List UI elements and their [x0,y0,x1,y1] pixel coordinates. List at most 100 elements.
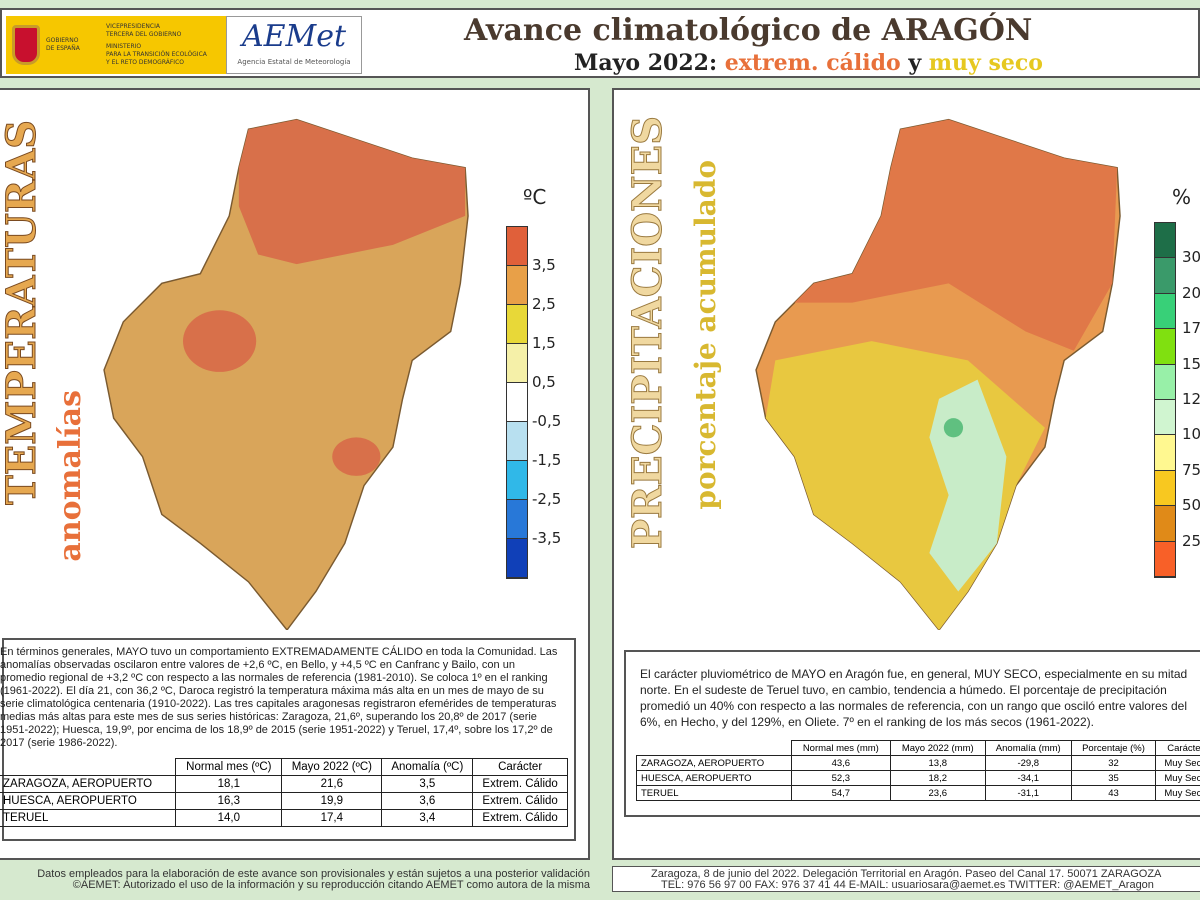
precip-table: Normal mes (mm) Mayo 2022 (mm) Anomalía (m… [636,740,1200,801]
legend-label: 3,5 [532,256,556,274]
subtitle-and: y [908,50,922,76]
gov-line: GOBIERNO [46,37,79,44]
ministry-line: Y EL RETO DEMOGRÁFICO [106,59,184,66]
legend-label: 25 [1182,531,1200,550]
precip-text-box: El carácter pluviométrico de MAYO en Ara… [624,650,1200,817]
footer-right: Zaragoza, 8 de junio del 2022. Delegació… [612,866,1200,892]
table-row: ZARAGOZA, AEROPUERTO 43,6 13,8 -29,8 32 Muy S… [636,755,1200,771]
station-name: ZARAGOZA, AEROPUERTO [0,775,177,793]
column-header: Normal mes (mm) [790,740,892,756]
precip-description: El carácter pluviométrico de MAYO en Ara… [640,667,1188,729]
aemet-logo-text: AEMet [241,19,347,54]
legend-label: 2,5 [532,295,556,313]
page-subtitle: Mayo 2022: extrem. cálido y muy seco [574,50,1043,76]
legend-swatch [507,383,527,422]
temp-table: Normal mes (ºC) Mayo 2022 (ºC) Anomalía (º… [0,758,568,827]
legend-label: 200 [1182,283,1200,302]
legend-swatch [1155,329,1175,365]
government-logo: GOBIERNO DE ESPAÑA VICEPRESIDENCIA TERCERA… [6,16,226,74]
table-cell: 43,6 [790,755,892,771]
subtitle-precip: muy seco [928,50,1043,76]
temperature-panel: TEMPERATURAS anomalías ºC 3,5 2,5 1,5 0,5 -0… [0,88,590,860]
header: GOBIERNO DE ESPAÑA VICEPRESIDENCIA TERCERA… [0,8,1200,78]
column-header: Carácter [1155,740,1200,756]
legend-swatch [1155,364,1175,400]
column-header: Carácter [472,758,568,776]
footer-disclaimer: Datos empleados para la elaboración de e… [37,868,590,880]
ministry-line: VICEPRESIDENCIA [106,23,160,30]
legend-label: 50 [1182,496,1200,515]
legend-swatch [507,266,527,305]
ministry-line: TERCERA DEL GOBIERNO [106,31,182,38]
table-cell: 54,7 [790,785,892,801]
table-cell: 23,6 [890,785,986,801]
legend-label: -1,5 [532,451,562,469]
precipitation-map [755,118,1121,630]
table-cell: 52,3 [790,770,892,786]
page-title: Avance climatológico de ARAGÓN [464,13,1033,48]
legend-swatch [1155,258,1175,294]
table-row: ZARAGOZA, AEROPUERTO 18,1 21,6 3,5 Extrem. C… [0,775,568,793]
legend-swatch [1155,541,1175,577]
column-header: Anomalía (ºC) [381,758,474,776]
legend-label: 100 [1182,425,1200,444]
table-cell: 17,4 [281,809,383,827]
coat-of-arms-icon [12,25,40,65]
temp-vertical-title: TEMPERATURAS [0,120,46,506]
aemet-logo: AEMet Agencia Estatal de Meteorología [226,16,362,74]
temp-description: En términos generales, MAYO tuvo un comp… [0,646,558,749]
precip-vertical-title: PRECIPITACIONES [624,116,672,550]
footer-left: Datos empleados para la elaboración de e… [0,869,590,891]
legend-swatch [1155,293,1175,330]
temperature-map [103,118,469,630]
station-name: HUESCA, AEROPUERTO [636,770,792,786]
table-cell: 3,4 [381,809,474,827]
legend-label: 125 [1182,390,1200,408]
legend-label: 150 [1182,354,1200,373]
legend-swatch [507,461,527,500]
legend-swatch [1155,470,1175,507]
table-cell: 19,9 [281,792,383,810]
station-name: TERUEL [636,785,792,801]
legend-swatch [507,539,527,578]
table-row: HUESCA, AEROPUERTO 16,3 19,9 3,6 Extrem. Cál… [0,792,568,810]
table-cell: 18,1 [175,775,283,793]
precip-legend [1154,222,1176,578]
warm-anomaly-north [238,119,466,265]
column-header: Normal mes (ºC) [175,758,283,776]
legend-swatch [1155,399,1175,436]
table-cell: 43 [1070,785,1157,801]
table-cell: 14,0 [175,809,283,827]
legend-label: 1,5 [532,334,556,352]
footer-address: Zaragoza, 8 de junio del 2022. Delegació… [651,868,1162,880]
warm-anomaly-east [332,437,381,476]
legend-label: -3,5 [532,529,562,547]
table-cell: -31,1 [984,785,1073,801]
legend-label: 0,5 [532,373,556,391]
table-cell: Extrem. Cálido [472,775,568,793]
legend-swatch [507,305,527,344]
temp-text-box: En términos generales, MAYO tuvo un comp… [0,638,576,841]
legend-swatch [507,227,527,266]
table-cell: 35 [1070,770,1157,786]
column-header: Mayo 2022 (ºC) [281,758,383,776]
table-cell: -29,8 [984,755,1073,771]
table-cell: 18,2 [890,770,986,786]
precip-vertical-subtitle: porcentaje acumulado [689,160,722,510]
precip-legend-unit: % [1172,185,1192,209]
precipitation-panel: PRECIPITACIONES porcentaje acumulado % 3… [612,88,1200,860]
legend-label: -0,5 [532,412,562,430]
gov-line: DE ESPAÑA [46,45,80,52]
legend-swatch [1155,435,1175,471]
legend-label: -2,5 [532,490,562,508]
station-name: HUESCA, AEROPUERTO [0,792,177,810]
footer-contact: TEL: 976 56 97 00 FAX: 976 37 41 44 E-MA… [661,879,1154,891]
legend-swatch [507,500,527,539]
table-cell: 3,6 [381,792,474,810]
aemet-name: Agencia Estatal de Meteorología [237,58,351,66]
